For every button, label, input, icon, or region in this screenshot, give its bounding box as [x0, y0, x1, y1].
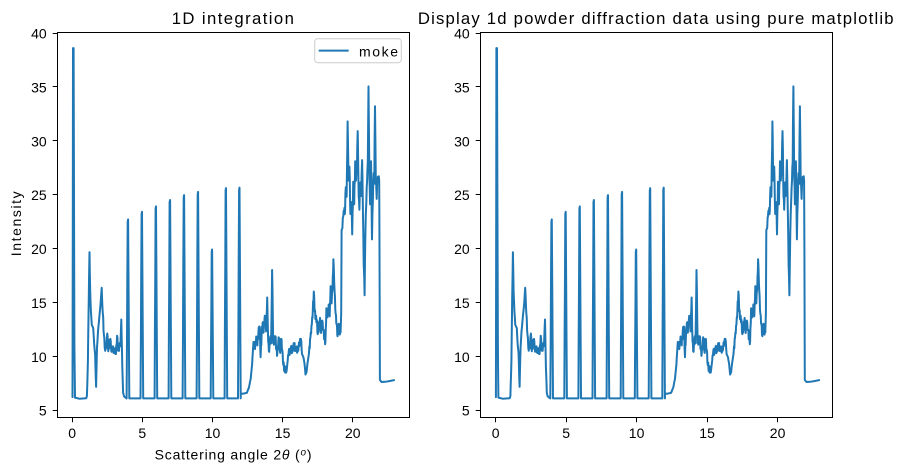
- svg-text:5: 5: [462, 403, 470, 419]
- svg-text:15: 15: [699, 425, 715, 441]
- svg-text:5: 5: [562, 425, 570, 441]
- svg-text:moke: moke: [359, 43, 400, 59]
- svg-text:5: 5: [39, 403, 47, 419]
- svg-text:40: 40: [454, 26, 470, 42]
- svg-text:10: 10: [205, 425, 221, 441]
- svg-text:30: 30: [31, 133, 47, 149]
- svg-text:30: 30: [454, 133, 470, 149]
- svg-text:15: 15: [454, 295, 470, 311]
- svg-text:25: 25: [31, 187, 47, 203]
- svg-text:10: 10: [31, 349, 47, 365]
- svg-text:1D integration: 1D integration: [172, 9, 296, 28]
- svg-text:40: 40: [31, 26, 47, 42]
- svg-text:20: 20: [454, 241, 470, 257]
- svg-text:0: 0: [68, 425, 76, 441]
- svg-text:Display 1d powder diffraction: Display 1d powder diffraction data using…: [418, 9, 895, 28]
- svg-text:10: 10: [454, 349, 470, 365]
- svg-text:20: 20: [31, 241, 47, 257]
- svg-text:20: 20: [770, 425, 786, 441]
- svg-text:35: 35: [31, 80, 47, 96]
- svg-text:5: 5: [138, 425, 146, 441]
- svg-text:Intensity: Intensity: [8, 190, 24, 257]
- svg-text:10: 10: [629, 425, 645, 441]
- svg-text:35: 35: [454, 80, 470, 96]
- svg-text:Scattering angle 2θ (o): Scattering angle 2θ (o): [155, 447, 313, 463]
- svg-text:20: 20: [345, 425, 361, 441]
- svg-text:25: 25: [454, 187, 470, 203]
- svg-text:15: 15: [275, 425, 291, 441]
- svg-text:15: 15: [31, 295, 47, 311]
- svg-text:0: 0: [492, 425, 500, 441]
